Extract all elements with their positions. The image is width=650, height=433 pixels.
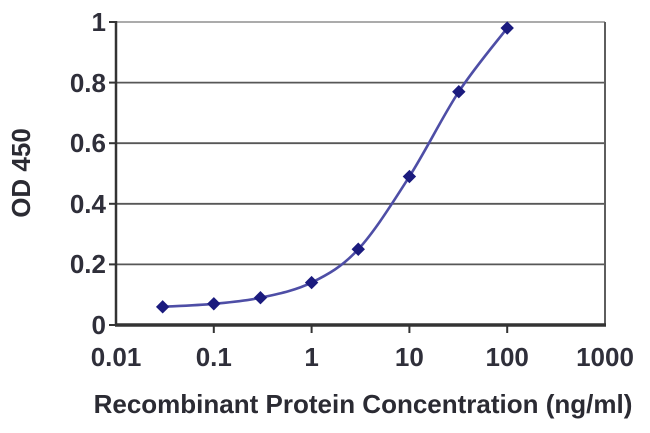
x-tick-label: 1000	[576, 342, 634, 372]
y-tick-label: 0.6	[69, 128, 106, 159]
x-tick-label: 10	[394, 342, 424, 372]
data-point-marker	[402, 169, 417, 184]
data-point-marker	[452, 84, 466, 99]
y-tick-label: 0.8	[69, 67, 106, 98]
data-point-marker	[304, 275, 319, 290]
data-point-marker	[500, 21, 514, 35]
y-tick-label: 0.2	[69, 249, 106, 280]
data-point-marker	[351, 242, 365, 256]
data-point-marker	[207, 297, 221, 311]
y-tick-label: 0	[91, 310, 106, 340]
data-point-marker	[253, 291, 268, 305]
data-point-marker	[155, 300, 170, 314]
y-tick-label: 1	[91, 7, 106, 37]
x-tick-label: 100	[485, 342, 529, 372]
x-tick-label: 1	[304, 342, 319, 372]
x-tick-label: 0.1	[195, 342, 232, 372]
y-tick-label: 0.4	[69, 188, 106, 219]
x-tick-label: 0.01	[90, 342, 142, 372]
x-axis-title: Recombinant Protein Concentration (ng/ml…	[93, 389, 633, 419]
y-axis-title: OD 450	[6, 128, 36, 218]
